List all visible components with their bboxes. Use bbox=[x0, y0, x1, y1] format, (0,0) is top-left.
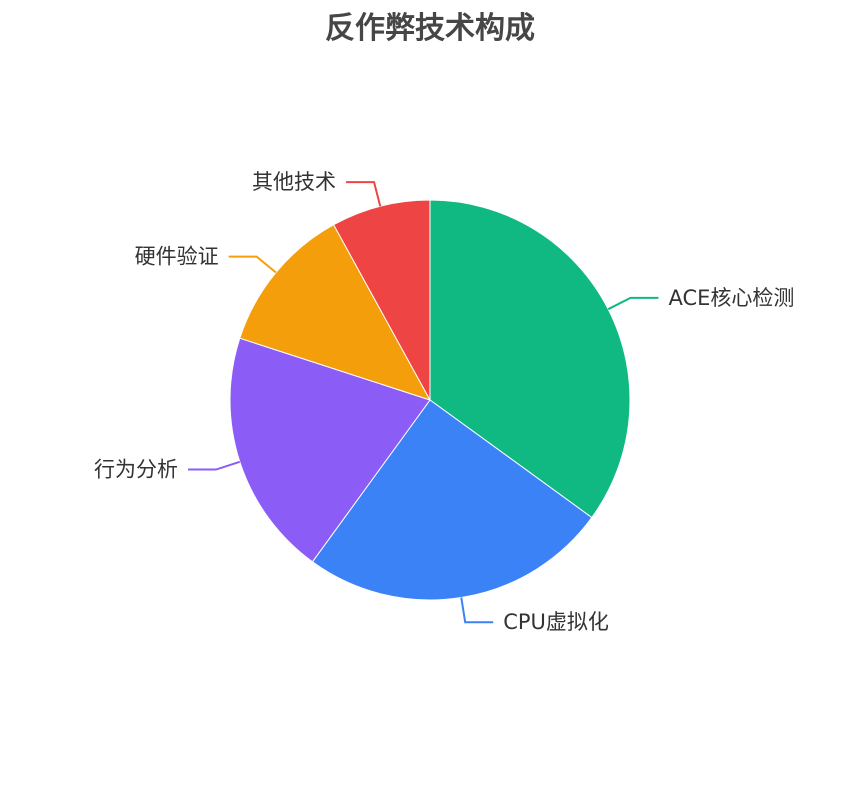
slice-label: ACE核心检测 bbox=[668, 286, 794, 310]
pie-slice[interactable] bbox=[239, 224, 432, 401]
chart-title: 反作弊技术构成 bbox=[325, 11, 535, 46]
label-line bbox=[607, 296, 659, 311]
slice-label: 其他技术 bbox=[252, 170, 336, 194]
slice-label: 行为分析 bbox=[94, 458, 178, 482]
pie-slice[interactable] bbox=[229, 337, 431, 563]
pie-slice[interactable] bbox=[429, 199, 631, 519]
slice-label: CPU虚拟化 bbox=[503, 610, 609, 634]
pie-slice[interactable] bbox=[311, 399, 593, 601]
label-line bbox=[346, 181, 382, 207]
label-line bbox=[188, 460, 241, 471]
slice-label: 硬件验证 bbox=[135, 245, 219, 269]
label-line bbox=[460, 597, 494, 624]
pie-slice[interactable] bbox=[332, 199, 431, 401]
label-line bbox=[228, 255, 277, 274]
